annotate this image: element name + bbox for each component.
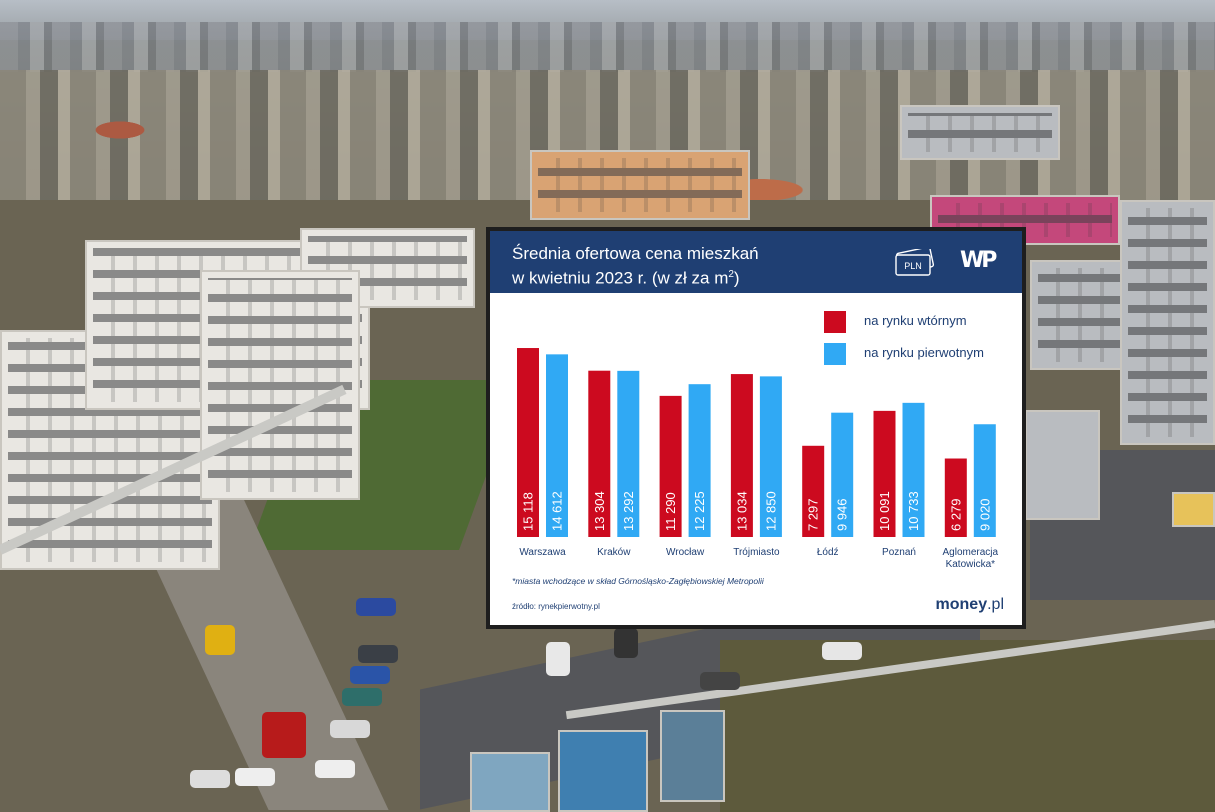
bar-value-label-primary-4: 9 946 bbox=[835, 498, 850, 531]
container bbox=[470, 752, 550, 812]
bar-secondary-1 bbox=[588, 370, 611, 537]
legend-label-secondary: na rynku wtórnym bbox=[864, 313, 967, 328]
pln-badge-text: PLN bbox=[904, 261, 922, 271]
bar-primary-3 bbox=[759, 376, 782, 537]
superscript-2: 2 bbox=[728, 269, 734, 280]
chart-title-line2-text: w kwietniu 2023 r. (w zł za m bbox=[512, 268, 729, 288]
city-skyline bbox=[0, 22, 1215, 72]
bar-value-label-primary-5: 10 733 bbox=[906, 491, 921, 531]
infographic-card: Średnia ofertowa cena mieszkań w kwietni… bbox=[486, 227, 1026, 629]
apartment-building bbox=[1120, 200, 1215, 445]
apartment-building bbox=[900, 105, 1060, 160]
brand-logo: money.pl bbox=[936, 596, 1004, 614]
bar-primary-0 bbox=[546, 354, 568, 537]
bar-secondary-6 bbox=[944, 458, 967, 537]
bar-value-label-secondary-5: 10 091 bbox=[877, 491, 892, 531]
category-label-5: Poznań bbox=[882, 547, 916, 558]
car bbox=[235, 768, 275, 786]
category-label-4: Łódź bbox=[817, 547, 839, 558]
legend-label-primary: na rynku pierwotnym bbox=[864, 345, 984, 360]
category-label-6: Katowicka* bbox=[946, 559, 996, 570]
apartment-building bbox=[930, 195, 1120, 245]
car bbox=[358, 645, 398, 663]
field-area bbox=[720, 640, 1215, 812]
chart-title-line1: Średnia ofertowa cena mieszkań bbox=[512, 244, 759, 263]
bar-value-label-primary-2: 12 225 bbox=[692, 491, 707, 531]
bar-value-label-primary-1: 13 292 bbox=[621, 491, 636, 531]
bar-value-label-secondary-2: 11 290 bbox=[663, 492, 678, 531]
chart-title: Średnia ofertowa cena mieszkań w kwietni… bbox=[512, 243, 872, 289]
chart-title-line2: w kwietniu 2023 r. (w zł za m2) bbox=[512, 264, 872, 289]
chart-title-close: ) bbox=[733, 268, 740, 288]
car bbox=[315, 760, 355, 778]
legend-swatch-primary bbox=[824, 343, 846, 365]
source-note: źródło: rynekpierwotny.pl bbox=[512, 602, 600, 611]
bar-value-label-secondary-3: 13 034 bbox=[734, 491, 749, 531]
bar-value-label-secondary-6: 6 279 bbox=[948, 498, 963, 531]
category-label-3: Trójmiasto bbox=[733, 547, 780, 558]
wp-logo: WP bbox=[960, 248, 997, 273]
brand-suffix: .pl bbox=[987, 596, 1004, 613]
shed bbox=[1172, 492, 1215, 527]
legend-swatch-secondary bbox=[824, 311, 846, 333]
bar-chart: 15 118 14 612 Warszawa 13 304 13 292 Kraków 11… bbox=[517, 348, 999, 570]
bar-primary-2 bbox=[688, 384, 711, 537]
bar-value-label-primary-3: 12 850 bbox=[763, 491, 778, 531]
bar-value-label-primary-0: 14 612 bbox=[550, 491, 565, 531]
category-label-2: Wrocław bbox=[666, 547, 705, 558]
bar-primary-4 bbox=[831, 412, 854, 537]
bar-secondary-2 bbox=[659, 395, 682, 537]
excavator bbox=[205, 625, 235, 655]
car bbox=[356, 598, 396, 616]
bar-primary-6 bbox=[973, 424, 996, 537]
bar-secondary-4 bbox=[802, 445, 825, 537]
bar-value-label-primary-6: 9 020 bbox=[977, 498, 992, 531]
category-label-0: Warszawa bbox=[519, 547, 566, 558]
red-van bbox=[262, 712, 306, 758]
car bbox=[350, 666, 390, 684]
car bbox=[822, 642, 862, 660]
brand-name: money bbox=[935, 596, 988, 613]
infographic-panel: Średnia ofertowa cena mieszkań w kwietni… bbox=[490, 231, 1022, 625]
car bbox=[614, 628, 638, 658]
bar-value-label-secondary-4: 7 297 bbox=[806, 498, 821, 531]
bar-value-label-secondary-1: 13 304 bbox=[592, 491, 607, 531]
bar-secondary-0 bbox=[517, 348, 539, 537]
banknote-icon: PLN bbox=[895, 249, 935, 276]
container bbox=[660, 710, 725, 802]
bar-secondary-5 bbox=[873, 410, 896, 537]
car bbox=[342, 688, 382, 706]
car bbox=[330, 720, 370, 738]
bar-value-label-secondary-0: 15 118 bbox=[521, 492, 536, 531]
apartment-building bbox=[200, 270, 360, 500]
bar-secondary-3 bbox=[730, 374, 753, 537]
car bbox=[546, 642, 570, 676]
car bbox=[190, 770, 230, 788]
container bbox=[558, 730, 648, 812]
footnote: *miasta wchodzące w skład Górnośląsko-Za… bbox=[512, 576, 764, 586]
category-label-6: Aglomeracja bbox=[943, 547, 999, 558]
apartment-building bbox=[530, 150, 750, 220]
bar-primary-1 bbox=[617, 370, 640, 537]
bar-primary-5 bbox=[902, 402, 925, 537]
garage-building bbox=[1025, 410, 1100, 520]
infographic-header: Średnia ofertowa cena mieszkań w kwietni… bbox=[490, 231, 1022, 293]
car bbox=[700, 672, 740, 690]
category-label-1: Kraków bbox=[597, 547, 631, 558]
